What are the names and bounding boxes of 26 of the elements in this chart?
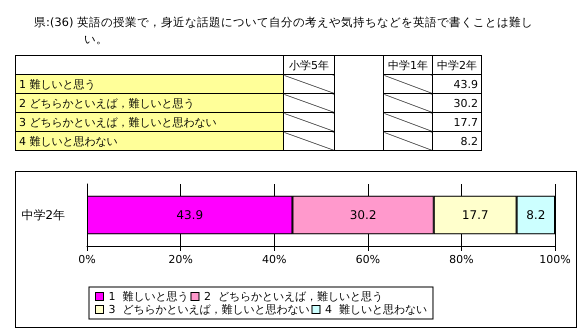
data-label: 8.2 [526, 208, 546, 222]
data-label: 17.7 [432, 112, 482, 132]
legend-label: 4 難しいと思わない [324, 303, 427, 316]
category-label: 中学2年 [432, 56, 482, 74]
x-tick-label: 20% [168, 253, 193, 266]
legend-label: 2 どちらかといえば，難しいと思う [204, 290, 383, 303]
data-label: 43.9 [432, 74, 482, 94]
category-label: 小学5年 [284, 56, 334, 74]
data-label: 17.7 [462, 208, 489, 222]
category-label: 中学1年 [384, 56, 432, 74]
data-label: 43.9 [176, 208, 204, 222]
text: 2 どちらかといえば，難しいと思う [16, 94, 284, 112]
text: 4 難しいと思わない [16, 132, 284, 150]
x-tick-label: 0% [78, 253, 96, 266]
x-tick-label: 100% [539, 253, 571, 266]
data-label: 30.2 [350, 208, 376, 222]
text: 1 難しいと思う [16, 74, 284, 94]
data-label: 30.2 [432, 94, 482, 112]
legend-label: 1 難しいと思う [108, 290, 188, 303]
data-label: 8.2 [432, 132, 482, 150]
x-tick-label: 80% [449, 253, 474, 266]
x-tick-label: 40% [262, 253, 286, 266]
x-tick-label: 60% [356, 253, 380, 266]
text: 3 どちらかといえば，難しいと思わない [16, 112, 284, 132]
legend-label: 3 どちらかといえば，難しいと思わない [108, 303, 310, 316]
text: 県:(36) 英語の授業で，身近な話題について自分の考えや気持ちなどを英語で書くことは難しい。 [34, 14, 534, 48]
